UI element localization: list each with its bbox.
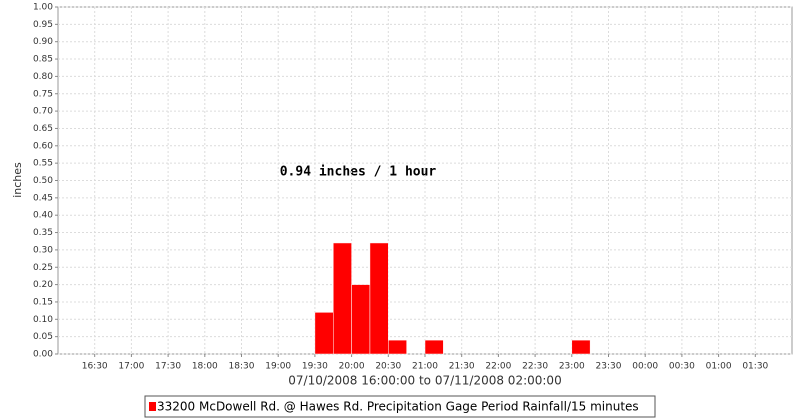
legend-swatch xyxy=(149,402,156,411)
bar xyxy=(351,284,371,355)
x-tick-label: 20:30 xyxy=(375,362,401,372)
y-tick-label: 0.00 xyxy=(33,350,53,360)
x-tick-label: 01:30 xyxy=(742,362,768,372)
bar xyxy=(571,339,591,355)
bar xyxy=(388,339,407,355)
y-tick-label: 0.80 xyxy=(33,72,53,82)
x-tick-label: 18:30 xyxy=(229,362,255,372)
x-axis-label: 07/10/2008 16:00:00 to 07/11/2008 02:00:… xyxy=(288,374,561,388)
bar xyxy=(333,242,352,355)
y-tick-label: 0.40 xyxy=(33,211,53,221)
x-tick-label: 00:00 xyxy=(632,362,658,372)
y-tick-label: 0.85 xyxy=(33,55,53,65)
y-tick-label: 0.30 xyxy=(33,245,53,255)
bar xyxy=(314,312,334,355)
x-tick-label: 19:30 xyxy=(302,362,328,372)
x-tick-label: 17:00 xyxy=(118,362,144,372)
bar xyxy=(369,242,389,355)
legend xyxy=(144,395,656,418)
x-tick-label: 00:30 xyxy=(669,362,695,372)
bar xyxy=(424,339,444,355)
y-tick-label: 0.05 xyxy=(33,332,53,342)
x-tick-label: 21:30 xyxy=(449,362,475,372)
y-tick-label: 0.45 xyxy=(33,193,53,203)
y-tick-label: 0.55 xyxy=(33,159,53,169)
y-tick-label: 0.25 xyxy=(33,263,53,273)
y-tick-label: 0.60 xyxy=(33,141,53,151)
y-tick-label: 0.70 xyxy=(33,107,53,117)
y-tick-label: 0.10 xyxy=(33,315,53,325)
y-tick-label: 0.15 xyxy=(33,297,53,307)
y-axis-label: inches xyxy=(11,162,24,198)
y-tick-label: 0.20 xyxy=(33,280,53,290)
y-tick-label: 1.00 xyxy=(33,3,53,13)
legend-label: 33200 McDowell Rd. @ Hawes Rd. Precipita… xyxy=(157,400,639,414)
x-tick-label: 20:00 xyxy=(339,362,365,372)
x-tick-label: 23:30 xyxy=(596,362,622,372)
y-tick-label: 0.90 xyxy=(33,37,53,47)
x-tick-label: 19:00 xyxy=(265,362,291,372)
annotation: 0.94 inches / 1 hour xyxy=(280,165,437,180)
x-tick-label: 01:00 xyxy=(706,362,732,372)
y-tick-label: 0.95 xyxy=(33,20,53,30)
x-tick-label: 18:00 xyxy=(192,362,218,372)
x-tick-label: 22:30 xyxy=(522,362,548,372)
x-tick-label: 16:30 xyxy=(82,362,108,372)
y-tick-label: 0.35 xyxy=(33,228,53,238)
x-tick-label: 22:00 xyxy=(485,362,511,372)
y-tick-label: 0.50 xyxy=(33,176,53,186)
x-tick-label: 17:30 xyxy=(155,362,181,372)
x-tick-label: 23:00 xyxy=(559,362,585,372)
y-tick-label: 0.75 xyxy=(33,89,53,99)
x-tick-label: 21:00 xyxy=(412,362,438,372)
y-tick-label: 0.65 xyxy=(33,124,53,134)
